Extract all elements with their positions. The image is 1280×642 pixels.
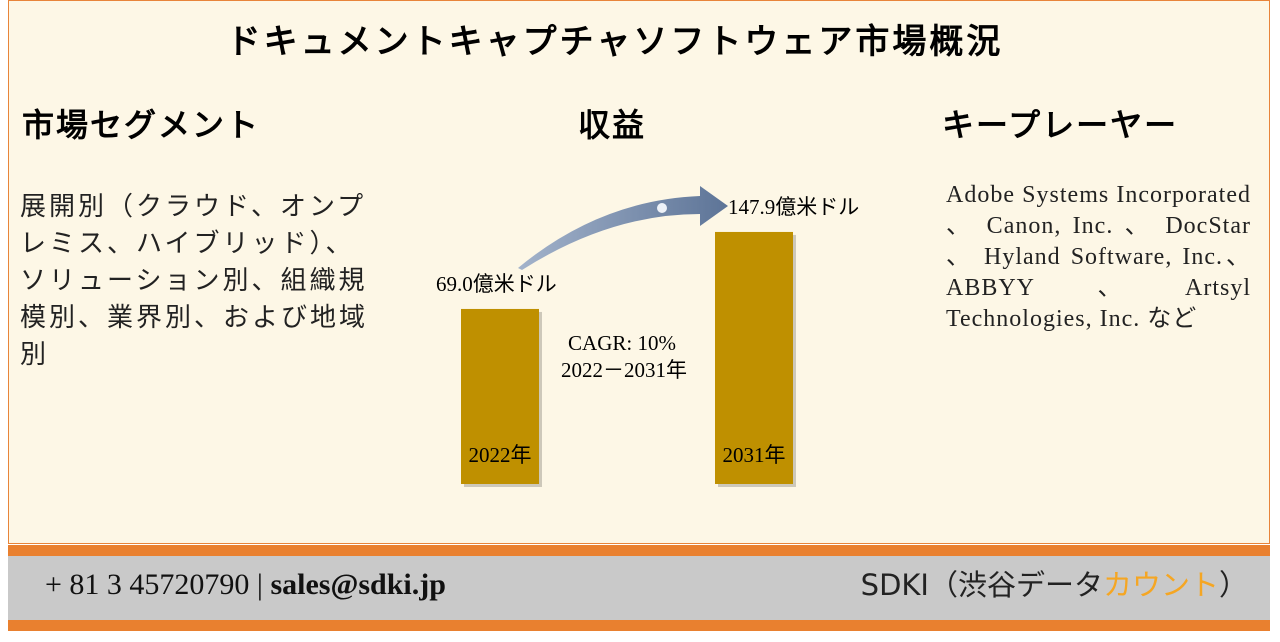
- brand-part: ）: [1218, 568, 1248, 602]
- brand: SDKI（渋谷データカウント）: [861, 562, 1248, 604]
- brand-part: カウント: [1102, 568, 1219, 602]
- bar: [715, 231, 793, 484]
- separator: |: [256, 568, 263, 601]
- bar-year: 2022年: [469, 443, 532, 467]
- revenue-chart: CAGR: 10% 2022－2031年 2022年 69.0億米ドル 2031年 1…: [436, 186, 859, 487]
- phone: + 81 3 45720790: [45, 568, 250, 601]
- value-label: 69.0億米ドル: [436, 272, 557, 296]
- brand-part: SDKI（渋谷データ: [860, 568, 1103, 602]
- title: ドキュメントキャプチャソフトウェア市場概況: [226, 24, 1004, 61]
- revenue-heading: 収益: [578, 107, 647, 143]
- bar: [461, 308, 539, 484]
- segments-heading: 市場セグメント: [22, 107, 261, 143]
- players-text: Adobe Systems Incorporated 、 Canon, Inc.…: [946, 182, 1251, 332]
- arrow-dot: [657, 203, 667, 213]
- bar-year: 2031年: [723, 443, 786, 467]
- period: 2022－2031年: [561, 358, 687, 382]
- contact: + 81 3 45720790 | sales@sdki.jp: [45, 568, 446, 602]
- players-heading: キープレーヤー: [942, 107, 1179, 143]
- growth-arrow: [518, 186, 728, 270]
- footer-bar: [8, 556, 1270, 620]
- value-label: 147.9億米ドル: [728, 195, 859, 219]
- cagr: CAGR: 10%: [568, 331, 676, 355]
- segments-text: 展開別（クラウド、オンプレミス、ハイブリッド）、ソリューション別、組織規模別、業…: [20, 192, 369, 369]
- email[interactable]: sales@sdki.jp: [270, 568, 446, 601]
- footer-band: [8, 545, 1270, 556]
- footer-band: [8, 620, 1270, 631]
- panel: [8, 0, 1270, 544]
